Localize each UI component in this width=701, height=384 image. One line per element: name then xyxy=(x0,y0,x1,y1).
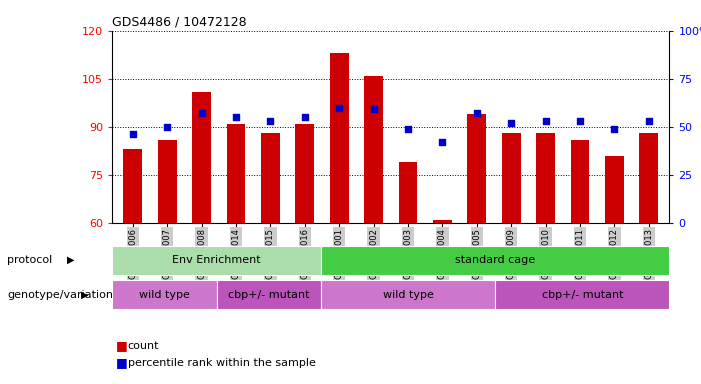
Point xyxy=(334,104,345,111)
Point xyxy=(437,139,448,145)
Point xyxy=(505,120,517,126)
Point xyxy=(368,106,379,113)
Bar xyxy=(123,149,142,223)
Bar xyxy=(502,133,521,223)
Point xyxy=(540,118,551,124)
Text: Env Enrichment: Env Enrichment xyxy=(172,255,261,265)
Text: wild type: wild type xyxy=(139,290,190,300)
Point xyxy=(402,126,414,132)
Point xyxy=(265,118,276,124)
Bar xyxy=(536,133,555,223)
Text: genotype/variation: genotype/variation xyxy=(7,290,113,300)
Bar xyxy=(571,139,590,223)
Point xyxy=(608,126,620,132)
Text: ■: ■ xyxy=(116,356,128,369)
Text: ▶: ▶ xyxy=(81,290,88,300)
Text: ▶: ▶ xyxy=(67,255,74,265)
Bar xyxy=(112,246,321,275)
Point xyxy=(162,124,173,130)
Text: GDS4486 / 10472128: GDS4486 / 10472128 xyxy=(112,15,247,28)
Text: cbp+/- mutant: cbp+/- mutant xyxy=(228,290,310,300)
Text: percentile rank within the sample: percentile rank within the sample xyxy=(128,358,315,368)
Bar xyxy=(399,162,418,223)
Bar xyxy=(321,246,669,275)
Text: cbp+/- mutant: cbp+/- mutant xyxy=(542,290,623,300)
Text: count: count xyxy=(128,341,159,351)
Bar xyxy=(158,139,177,223)
Bar xyxy=(433,220,452,223)
Bar xyxy=(605,156,624,223)
Bar xyxy=(112,280,217,309)
Bar xyxy=(226,124,245,223)
Text: ■: ■ xyxy=(116,339,128,352)
Bar xyxy=(496,280,669,309)
Point xyxy=(299,114,311,120)
Bar xyxy=(468,114,486,223)
Point xyxy=(574,118,585,124)
Bar xyxy=(295,124,314,223)
Text: standard cage: standard cage xyxy=(455,255,536,265)
Bar xyxy=(261,133,280,223)
Point xyxy=(231,114,242,120)
Bar xyxy=(639,133,658,223)
Point xyxy=(127,131,138,137)
Point xyxy=(644,118,655,124)
Bar xyxy=(364,76,383,223)
Bar xyxy=(321,280,496,309)
Bar xyxy=(192,91,211,223)
Bar xyxy=(329,53,348,223)
Point xyxy=(196,110,207,116)
Text: wild type: wild type xyxy=(383,290,434,300)
Text: protocol: protocol xyxy=(7,255,53,265)
Point xyxy=(471,110,482,116)
Bar xyxy=(217,280,321,309)
